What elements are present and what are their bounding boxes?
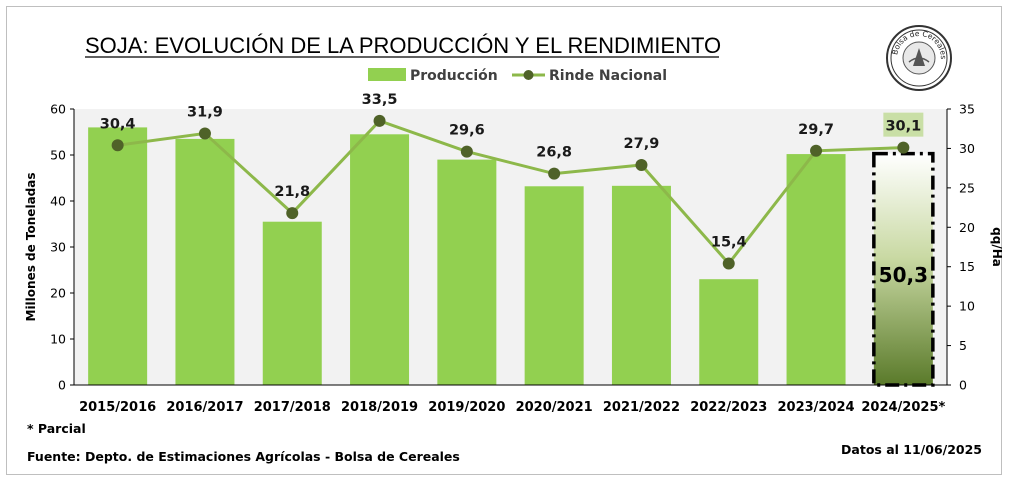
rinde-point [548, 167, 561, 180]
bar-2016/2017 [175, 138, 235, 385]
x-tick-label: 2024/2025* [861, 400, 945, 415]
bar-2019/2020 [437, 159, 497, 385]
bolsa-de-cereales-logo: Bolsa de Cereales [886, 25, 952, 91]
x-tick-label: 2015/2016 [79, 400, 156, 415]
bar-2020/2021 [524, 186, 584, 385]
rinde-point [722, 257, 735, 270]
left-tick-label: 30 [50, 240, 66, 255]
right-tick-label: 10 [959, 299, 975, 314]
bar-2018/2019 [350, 134, 410, 385]
right-tick-label: 30 [959, 141, 975, 156]
rinde-data-label: 21,8 [274, 184, 310, 200]
bars-layer [88, 127, 935, 387]
legend: Producción Rinde Nacional [368, 68, 667, 84]
right-tick-label: 35 [959, 102, 975, 117]
x-tick-label: 2022/2023 [690, 400, 767, 415]
bar-2024/2025* [872, 151, 935, 387]
chart: SOJA: EVOLUCIÓN DE LA PRODUCCIÓN Y EL RE… [24, 25, 1004, 464]
rinde-point [373, 114, 386, 127]
bar-2021/2022 [611, 185, 671, 385]
legend-label-rinde: Rinde Nacional [549, 68, 667, 84]
x-tick-label: 2021/2022 [603, 400, 680, 415]
left-tick-label: 10 [50, 332, 66, 347]
bar-2015/2016 [88, 127, 148, 386]
rinde-data-label: 33,5 [362, 92, 398, 108]
date-note: Datos al 11/06/2025 [841, 442, 982, 457]
bar-2022/2023 [699, 279, 759, 385]
rinde-data-label: 31,9 [187, 104, 223, 120]
right-tick-label: 20 [959, 220, 975, 235]
legend-swatch-produccion [368, 68, 406, 81]
rinde-data-label: 26,8 [536, 145, 572, 161]
rinde-label-box [883, 112, 924, 137]
rinde-data-label: 30,1 [885, 119, 921, 135]
right-tick-label: 25 [959, 180, 975, 195]
x-tick-label: 2017/2018 [254, 400, 331, 415]
x-tick-label: 2016/2017 [166, 400, 243, 415]
rinde-data-label: 30,4 [100, 116, 136, 132]
rinde-data-label: 27,9 [624, 136, 660, 152]
chart-title: SOJA: EVOLUCIÓN DE LA PRODUCCIÓN Y EL RE… [85, 33, 721, 58]
rinde-data-label: 29,6 [449, 123, 485, 139]
x-tick-label: 2020/2021 [516, 400, 593, 415]
right-axis-ticks: 0 5 10 15 20 25 30 35 [947, 102, 975, 393]
left-tick-label: 50 [50, 148, 66, 163]
legend-marker-rinde [523, 70, 534, 80]
left-tick-label: 60 [50, 102, 66, 117]
x-tick-label: 2019/2020 [428, 400, 505, 415]
footnote-parcial: * Parcial [27, 421, 86, 436]
produccion-data-label: 50,3 [879, 263, 928, 287]
right-tick-label: 0 [959, 378, 967, 393]
x-tick-label: 2018/2019 [341, 400, 418, 415]
left-tick-label: 20 [50, 286, 66, 301]
right-tick-label: 5 [959, 338, 967, 353]
right-axis-title: qq/Ha [990, 227, 1003, 267]
rinde-data-label: 15,4 [711, 235, 747, 251]
data-labels-layer: 30,4 31,9 21,8 33,5 29,6 26,8 27,9 15,4 29,7 30,1… [100, 92, 928, 287]
bar-2017/2018 [262, 221, 322, 385]
left-tick-label: 0 [58, 378, 66, 393]
source-note: Fuente: Depto. de Estimaciones Agrícolas… [27, 449, 460, 464]
rinde-line [117, 119, 904, 266]
right-tick-label: 15 [959, 259, 975, 274]
rinde-point [198, 127, 211, 140]
rinde-data-label: 29,7 [798, 122, 834, 138]
left-tick-label: 40 [50, 194, 66, 209]
rinde-point [810, 144, 823, 157]
left-axis-ticks: 0 10 20 30 40 50 60 [50, 102, 74, 393]
rinde-point [897, 141, 910, 154]
legend-label-produccion: Producción [410, 68, 498, 84]
rinde-point [286, 207, 299, 220]
rinde-point [635, 158, 648, 171]
x-tick-label: 2023/2024 [777, 400, 854, 415]
chart-frame: SOJA: EVOLUCIÓN DE LA PRODUCCIÓN Y EL RE… [6, 6, 1004, 475]
rinde-line-layer [111, 114, 910, 270]
rinde-point [111, 139, 124, 152]
left-axis-title: Millones de Toneladas [24, 173, 38, 322]
rinde-point [460, 145, 473, 158]
x-axis-tick-labels: 2015/2016 2016/2017 2017/2018 2018/2019 2019… [79, 400, 945, 415]
bar-2023/2024 [786, 154, 846, 385]
